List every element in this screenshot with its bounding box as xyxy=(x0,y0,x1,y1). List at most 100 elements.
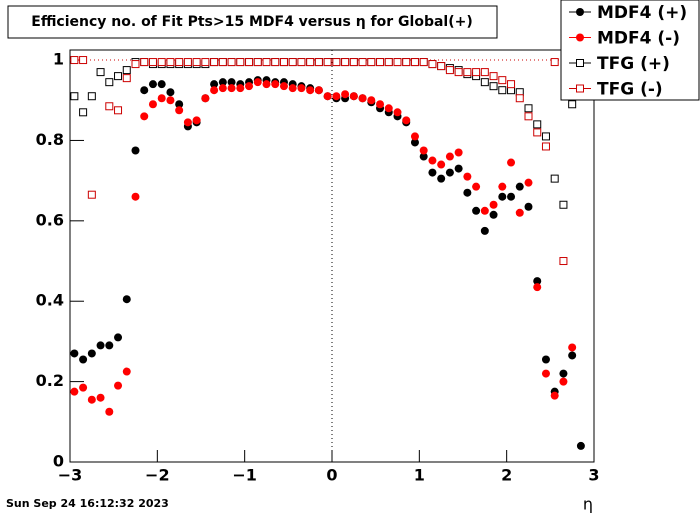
data-point xyxy=(122,367,131,376)
data-point xyxy=(410,132,419,141)
data-point xyxy=(507,192,516,201)
data-point xyxy=(384,58,393,67)
data-point xyxy=(218,78,227,87)
data-point xyxy=(210,86,219,95)
data-point xyxy=(279,82,288,91)
y-tick-label: 0.8 xyxy=(36,130,64,149)
data-point xyxy=(524,112,533,121)
y-tick-label: 0.4 xyxy=(36,291,64,310)
data-point xyxy=(454,68,463,77)
data-point xyxy=(236,84,245,93)
data-point xyxy=(323,92,332,101)
data-point xyxy=(105,407,114,416)
data-point xyxy=(550,58,559,67)
data-point xyxy=(445,66,454,75)
y-tick-label: 0 xyxy=(53,452,64,471)
data-point xyxy=(105,102,114,111)
data-point xyxy=(148,58,157,67)
data-point xyxy=(122,74,131,83)
data-point xyxy=(568,100,577,109)
data-point xyxy=(79,383,88,392)
data-point xyxy=(96,68,105,77)
legend-label: TFG (-) xyxy=(597,80,663,100)
data-point xyxy=(183,118,192,127)
data-point xyxy=(515,208,524,217)
data-point xyxy=(489,210,498,219)
data-point xyxy=(498,76,507,85)
data-point xyxy=(201,94,210,103)
data-point xyxy=(297,84,306,93)
data-point xyxy=(105,78,114,87)
x-axis-label: η xyxy=(583,495,593,514)
data-point xyxy=(498,192,507,201)
data-point xyxy=(454,148,463,157)
data-point xyxy=(288,84,297,93)
x-tick-label: −2 xyxy=(145,466,170,485)
data-point xyxy=(79,355,88,364)
data-point xyxy=(140,86,149,95)
data-point xyxy=(559,369,568,378)
data-point xyxy=(175,58,184,67)
data-point xyxy=(131,146,140,155)
data-point xyxy=(533,277,542,286)
data-point xyxy=(148,100,157,109)
legend-label: MDF4 (-) xyxy=(597,29,680,49)
data-point xyxy=(157,58,166,67)
data-point xyxy=(183,58,192,67)
data-point xyxy=(402,58,411,67)
data-point xyxy=(419,146,428,155)
data-point xyxy=(393,58,402,67)
data-point xyxy=(437,62,446,71)
legend-marker xyxy=(576,8,584,16)
data-point xyxy=(288,58,297,67)
legend-marker xyxy=(576,84,584,93)
title-box xyxy=(7,5,498,39)
data-point xyxy=(437,174,446,183)
data-point xyxy=(253,78,262,87)
data-point xyxy=(140,112,149,121)
data-point xyxy=(114,72,123,81)
data-point xyxy=(410,58,419,67)
data-point xyxy=(480,226,489,235)
data-point xyxy=(472,182,481,191)
data-point xyxy=(262,80,271,89)
data-point xyxy=(550,174,559,183)
data-point xyxy=(122,295,131,304)
data-point xyxy=(498,182,507,191)
data-point xyxy=(507,158,516,167)
data-point xyxy=(157,80,166,89)
data-point xyxy=(367,96,376,105)
data-point xyxy=(576,441,585,450)
data-point xyxy=(314,58,323,67)
data-point xyxy=(472,206,481,215)
data-point xyxy=(428,156,437,165)
legend-marker xyxy=(576,59,584,67)
data-point xyxy=(253,58,262,67)
data-point xyxy=(376,58,385,67)
data-point xyxy=(541,369,550,378)
data-point xyxy=(358,58,367,67)
data-point xyxy=(507,80,516,89)
x-tick-label: 2 xyxy=(501,466,512,485)
data-point xyxy=(271,58,280,67)
data-point xyxy=(559,257,568,266)
data-point xyxy=(279,58,288,67)
data-point xyxy=(245,82,254,91)
data-point xyxy=(419,152,428,161)
x-tick-label: 3 xyxy=(588,466,599,485)
data-point xyxy=(489,72,498,81)
data-point xyxy=(131,192,140,201)
data-point xyxy=(472,68,481,77)
data-point xyxy=(96,393,105,402)
data-point xyxy=(236,58,245,67)
data-point xyxy=(463,172,472,181)
data-point xyxy=(533,283,542,292)
data-point xyxy=(533,120,542,129)
data-point xyxy=(227,78,236,87)
data-point xyxy=(480,78,489,87)
data-point xyxy=(87,349,96,358)
legend-marker xyxy=(576,33,584,42)
data-point xyxy=(227,84,236,93)
data-point xyxy=(341,58,350,67)
data-point xyxy=(445,168,454,177)
